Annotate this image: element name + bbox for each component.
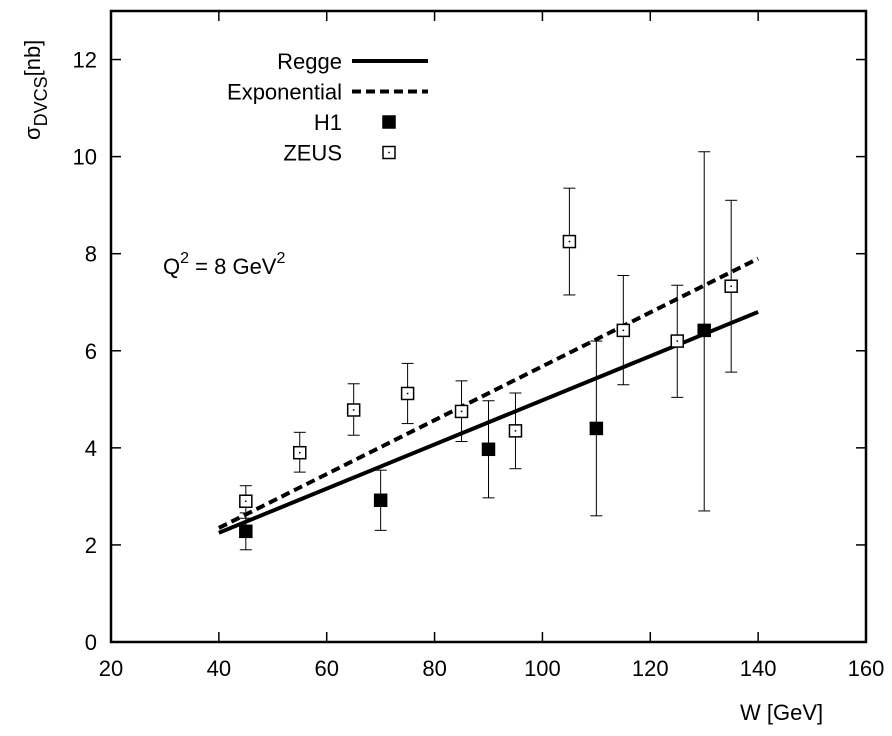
y-tick-label: 12 [73, 48, 97, 73]
y-axis-symbol: σ [20, 126, 45, 140]
exponential-line [217, 256, 760, 530]
zeus-marker-dot [568, 240, 571, 243]
legend-swatch-dot [388, 151, 390, 154]
q2-annotation: Q2 = 8 GeV2 [163, 250, 285, 279]
x-tick-label: 160 [848, 656, 885, 681]
zeus-marker-dot [298, 451, 301, 454]
zeus-marker-dot [406, 392, 409, 395]
y-tick-label: 2 [85, 533, 97, 558]
x-tick-label: 100 [524, 656, 561, 681]
h1-marker [239, 524, 253, 539]
y-tick-label: 6 [85, 339, 97, 364]
q2-middle: = 8 GeV [189, 254, 277, 279]
legend-label-exponential: Exponential [227, 80, 342, 105]
zeus-marker-dot [352, 409, 355, 411]
y-axis-subscript: DVCS [31, 76, 51, 126]
y-tick-label: 4 [85, 436, 97, 461]
x-tick-label: 20 [99, 656, 123, 681]
plot-frame [109, 9, 868, 644]
x-tick-label: 40 [207, 656, 231, 681]
zeus-marker-dot [730, 285, 733, 288]
h1-marker [589, 421, 604, 436]
zeus-marker-dot [514, 429, 517, 432]
x-tick-label: 140 [740, 656, 777, 681]
x-tick-label: 60 [314, 656, 338, 681]
x-tick-label: 120 [632, 656, 669, 681]
legend-label-h1: H1 [314, 110, 342, 135]
h1-marker [481, 442, 496, 457]
y-axis-unit: [nb] [20, 40, 45, 77]
x-axis-label: W [GeV] [740, 700, 823, 725]
h1-marker [697, 323, 711, 338]
y-axis-label: σDVCS[nb] [20, 40, 51, 140]
tick-labels: 20 40 60 80 100 120 140 160 0 2 4 6 8 10 12 [73, 48, 885, 681]
legend-label-regge: Regge [277, 49, 342, 74]
y-tick-label: 0 [85, 630, 97, 655]
zeus-marker-dot [244, 500, 247, 503]
zeus-marker-dot [622, 329, 625, 332]
y-tick-label: 8 [85, 242, 97, 267]
q2-base: Q [163, 254, 180, 279]
legend-label-zeus: ZEUS [283, 141, 342, 166]
axis-ticks [110, 11, 867, 643]
legend-swatch-h1 [382, 115, 396, 129]
q2-sup2: 2 [276, 250, 285, 267]
data-markers [239, 234, 738, 539]
q2-sup1: 2 [180, 250, 189, 267]
x-tick-label: 80 [422, 656, 446, 681]
zeus-marker-dot [460, 410, 463, 413]
zeus-marker-dot [676, 340, 679, 342]
legend: Regge Exponential H1 ZEUS [227, 49, 428, 166]
y-tick-label: 10 [73, 145, 97, 170]
h1-marker [373, 493, 388, 508]
